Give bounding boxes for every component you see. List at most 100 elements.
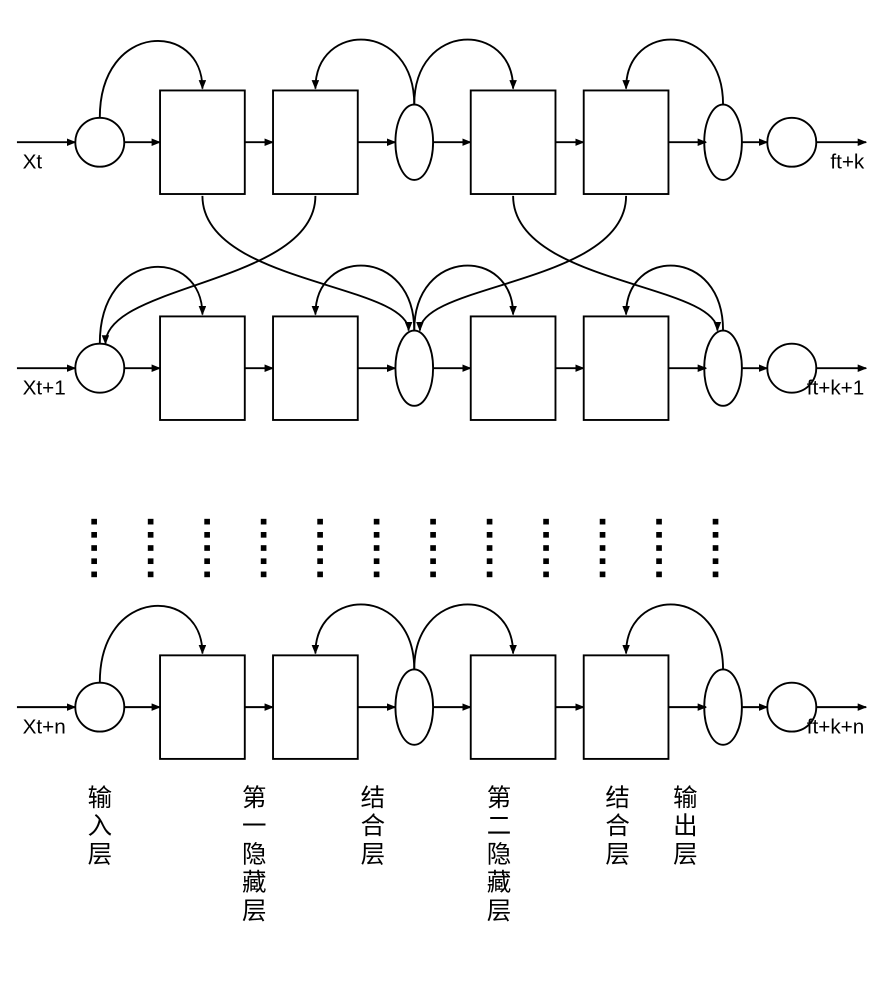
- ellipsis-dot: [261, 519, 267, 525]
- ellipsis-dot: [91, 545, 97, 551]
- ellipsis-dot: [600, 572, 606, 578]
- layer-label-char: 层: [242, 898, 266, 925]
- layer-label-char: 结: [605, 784, 629, 812]
- ellipsis-dot: [261, 558, 267, 564]
- layer-label-char: 输: [673, 784, 697, 812]
- ellipsis-dot: [656, 572, 662, 578]
- hidden1-forward: [160, 655, 245, 759]
- ellipsis-dot: [148, 558, 154, 564]
- layer-label-char: 层: [487, 898, 511, 925]
- ellipsis-dot: [317, 532, 323, 538]
- ellipsis-dot: [600, 519, 606, 525]
- ellipsis-dot: [317, 519, 323, 525]
- input-label: Xt: [23, 151, 43, 174]
- hidden2-forward: [471, 655, 556, 759]
- layer-label-char: 层: [361, 841, 385, 868]
- ellipsis-dot: [430, 572, 436, 578]
- combine1-node: [395, 105, 433, 180]
- output-label: ft+k+n: [807, 715, 865, 738]
- ellipsis-dot: [374, 558, 380, 564]
- ellipsis-dot: [204, 545, 210, 551]
- layer-label-char: 层: [673, 841, 697, 868]
- ellipsis-dot: [656, 532, 662, 538]
- ellipsis-dot: [600, 558, 606, 564]
- ellipsis-dot: [148, 532, 154, 538]
- layer-label-char: 二: [487, 813, 511, 840]
- layer-label-char: 隐: [487, 840, 511, 868]
- hidden1-backward: [273, 90, 358, 194]
- ellipsis-dot: [430, 558, 436, 564]
- layer-label-char: 第: [487, 784, 511, 812]
- layer-label-char: 合: [605, 812, 629, 840]
- ellipsis-dot: [374, 519, 380, 525]
- ellipsis-dot: [91, 572, 97, 578]
- ellipsis-dot: [261, 572, 267, 578]
- layer-label-char: 输: [88, 784, 112, 812]
- output-node: [767, 118, 816, 167]
- network-diagram: Xtft+kXt+1ft+k+1Xt+nft+k+n 输入层第一隐藏层结合层第二…: [0, 0, 885, 1000]
- ellipsis-dot: [543, 545, 549, 551]
- hidden1-forward: [160, 90, 245, 194]
- hidden2-forward: [471, 90, 556, 194]
- hidden2-forward: [471, 316, 556, 420]
- ellipsis-dot: [543, 519, 549, 525]
- timestep-row: Xt ft+k: [17, 40, 866, 344]
- ellipsis-dot: [543, 532, 549, 538]
- hidden1-forward: [160, 316, 245, 420]
- ellipsis-dot: [148, 572, 154, 578]
- ellipsis-dot: [374, 572, 380, 578]
- ellipsis-dot: [317, 545, 323, 551]
- ellipsis-dot: [148, 545, 154, 551]
- input-node: [75, 683, 124, 732]
- hidden1-backward: [273, 316, 358, 420]
- ellipsis-dot: [204, 558, 210, 564]
- combine1-node: [395, 331, 433, 406]
- layer-label-char: 一: [242, 813, 266, 840]
- ellipsis-dot: [713, 572, 719, 578]
- input-label: Xt+n: [23, 715, 66, 738]
- layer-label-char: 结: [361, 784, 385, 812]
- ellipsis-dot: [600, 532, 606, 538]
- ellipsis-dot: [487, 545, 493, 551]
- ellipsis-dot: [713, 532, 719, 538]
- ellipsis-dot: [317, 558, 323, 564]
- layer-label-char: 藏: [242, 869, 266, 897]
- ellipsis-dot: [430, 545, 436, 551]
- combine2-node: [704, 331, 742, 406]
- layer-label-char: 第: [242, 784, 266, 812]
- ellipsis-dot: [430, 532, 436, 538]
- input-label: Xt+1: [23, 377, 66, 400]
- ellipsis-dot: [91, 558, 97, 564]
- timestep-row: Xt+n ft+k+n: [17, 604, 866, 758]
- ellipsis-dot: [91, 532, 97, 538]
- hidden2-backward: [584, 316, 669, 420]
- layer-label-char: 层: [605, 841, 629, 868]
- ellipsis-dot: [487, 558, 493, 564]
- ellipsis-dot: [543, 572, 549, 578]
- ellipsis-dot: [91, 519, 97, 525]
- ellipsis-dot: [204, 532, 210, 538]
- combine1-node: [395, 669, 433, 744]
- ellipsis-dot: [317, 572, 323, 578]
- ellipsis-dot: [148, 519, 154, 525]
- input-node: [75, 118, 124, 167]
- layer-label-char: 出: [673, 812, 697, 840]
- ellipsis-dot: [374, 532, 380, 538]
- layer-label-char: 藏: [487, 869, 511, 897]
- output-label: ft+k: [830, 151, 865, 174]
- ellipsis-dot: [204, 519, 210, 525]
- ellipsis-dot: [487, 519, 493, 525]
- hidden2-backward: [584, 90, 669, 194]
- ellipsis-dot: [430, 519, 436, 525]
- ellipsis-dot: [374, 545, 380, 551]
- layer-label-char: 层: [88, 841, 112, 868]
- ellipsis-dot: [261, 545, 267, 551]
- ellipsis-dot: [204, 572, 210, 578]
- ellipsis-dot: [713, 545, 719, 551]
- ellipsis-dot: [713, 558, 719, 564]
- ellipsis-dot: [600, 545, 606, 551]
- layer-label-char: 合: [361, 812, 385, 840]
- ellipsis-dot: [543, 558, 549, 564]
- layer-label-char: 隐: [242, 840, 266, 868]
- timestep-row: Xt+1ft+k+1: [17, 266, 866, 420]
